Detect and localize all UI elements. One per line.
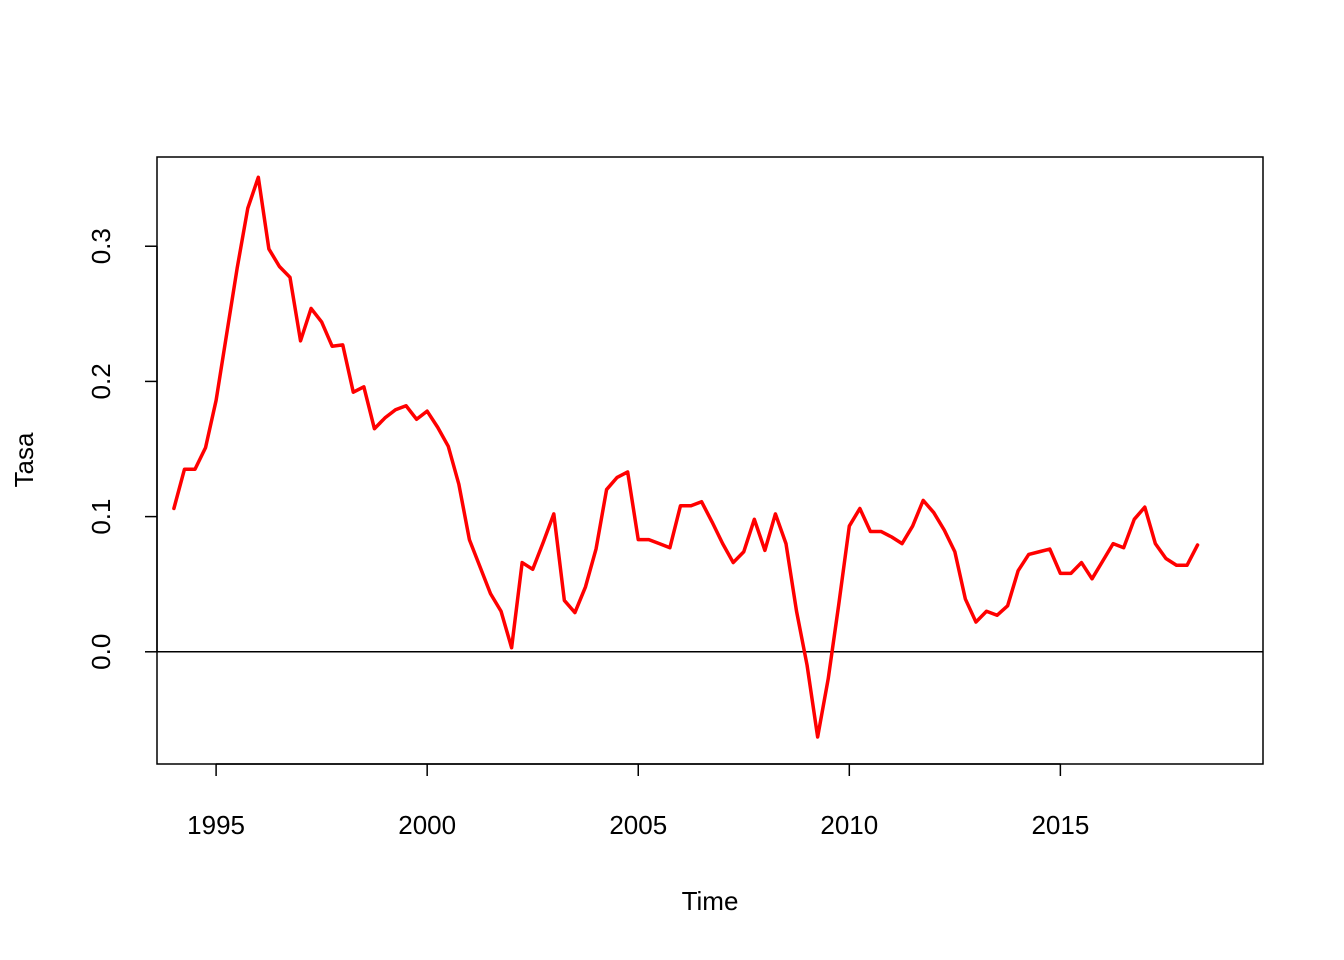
x-tick-label: 2005 [609,810,667,840]
y-tick-label: 0.2 [86,363,116,399]
y-tick-label: 0.1 [86,499,116,535]
x-axis-title: Time [682,886,739,916]
plot-frame [156,156,1264,765]
y-axis-title: Tasa [9,432,39,487]
tasa-series-line [172,175,1200,739]
x-tick-label: 2015 [1031,810,1089,840]
x-axis: 1995 2000 2005 2010 2015 [187,763,1089,840]
y-tick-label: 0.3 [86,228,116,264]
series-layer [172,175,1200,739]
y-tick-label: 0.0 [86,634,116,670]
x-tick-label: 1995 [187,810,245,840]
y-axis: 0.0 0.1 0.2 0.3 [86,228,158,670]
x-tick-label: 2000 [398,810,456,840]
x-tick-label: 2010 [820,810,878,840]
